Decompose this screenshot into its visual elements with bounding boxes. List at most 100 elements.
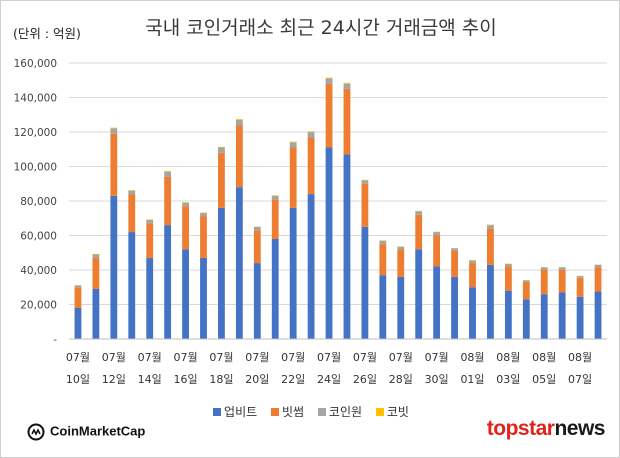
bar-upbit: [164, 225, 172, 339]
x-tick-label-month: 08월: [496, 351, 520, 364]
x-tick-label-month: 08월: [532, 351, 556, 364]
y-tick-label: 120,000: [14, 127, 57, 139]
x-tick-label-month: 07월: [425, 351, 449, 364]
bar-upbit: [594, 291, 602, 339]
bar-bithumb: [289, 147, 297, 208]
x-tick-label-month: 07월: [66, 351, 90, 364]
x-tick-label-month: 07월: [245, 351, 269, 364]
x-tick-label-day: 26일: [353, 372, 377, 386]
bar-upbit: [451, 276, 458, 339]
x-tick-label-month: 07월: [209, 351, 233, 364]
coinmarketcap-brand: CoinMarketCap: [27, 423, 145, 441]
bar-korbit: [128, 190, 136, 191]
bar-upbit: [92, 288, 100, 339]
bar-bithumb: [576, 277, 584, 297]
legend-label-upbit: 업비트: [224, 405, 258, 419]
bar-korbit: [164, 170, 172, 172]
bar-bithumb: [182, 206, 189, 250]
bar-bithumb: [594, 267, 602, 292]
bar-coinone: [325, 78, 333, 84]
bar-upbit: [307, 194, 315, 339]
x-tick-label-day: 10일: [66, 372, 90, 386]
bar-upbit: [182, 249, 189, 339]
unit-label: (단위 : 억원): [13, 26, 81, 41]
y-tick-label: 60,000: [20, 231, 57, 243]
bar-upbit: [235, 187, 243, 339]
bar-upbit: [558, 292, 566, 339]
topstarnews-logo-part1: topstar: [486, 417, 555, 440]
y-tick-label: 160,000: [14, 58, 57, 70]
y-tick-label: 100,000: [14, 162, 57, 174]
bar-coinone: [558, 267, 566, 270]
bar-bithumb: [433, 235, 441, 267]
bar-upbit: [128, 232, 136, 339]
bar-bithumb: [164, 176, 172, 226]
bar-bithumb: [343, 88, 351, 155]
x-tick-label-month: 07월: [138, 351, 162, 364]
chart-title: 국내 코인거래소 최근 24시간 거래금액 추이: [145, 17, 497, 39]
bar-coinone: [235, 119, 243, 126]
bar-coinone: [487, 225, 494, 229]
bar-bithumb: [218, 152, 225, 208]
x-tick-label-month: 07월: [353, 351, 377, 364]
bar-upbit: [218, 207, 225, 339]
x-tick-label-month: 07월: [281, 351, 305, 364]
bar-bithumb: [325, 83, 333, 148]
bar-upbit: [74, 307, 82, 339]
bar-coinone: [128, 190, 136, 195]
x-tick-label-day: 01일: [460, 372, 484, 386]
bar-korbit: [289, 141, 297, 143]
bar-coinone: [182, 202, 189, 207]
bar-korbit: [235, 119, 243, 120]
x-tick-label-day: 05일: [532, 372, 556, 386]
bar-upbit: [325, 147, 333, 339]
bar-coinone: [504, 263, 512, 267]
bar-coinone: [92, 254, 100, 258]
legend-item: 빗썸: [270, 403, 304, 420]
legend-swatch-bithumb: [270, 408, 279, 416]
x-tick-label-day: 30일: [425, 372, 449, 386]
x-tick-label-day: 24일: [317, 372, 341, 386]
bar-upbit: [361, 226, 369, 339]
x-tick-label-day: 03일: [496, 372, 520, 386]
coinmarketcap-text: CoinMarketCap: [50, 423, 146, 439]
bar-bithumb: [110, 133, 118, 196]
bar-bithumb: [200, 216, 207, 258]
bar-bithumb: [397, 249, 405, 277]
bar-upbit: [289, 207, 297, 339]
bar-coinone: [433, 232, 441, 236]
legend-swatch-korbit: [375, 408, 384, 416]
bar-bithumb: [307, 137, 315, 195]
bar-upbit: [487, 264, 494, 339]
bar-korbit: [307, 131, 315, 132]
bar-bithumb: [415, 214, 423, 250]
x-tick-label-month: 08월: [460, 351, 484, 364]
bar-upbit: [415, 249, 423, 339]
bar-bithumb: [558, 270, 566, 293]
bar-bithumb: [235, 125, 243, 188]
x-tick-label-day: 28일: [389, 372, 413, 386]
legend-label-korbit: 코빗: [386, 405, 409, 419]
bar-korbit: [487, 224, 494, 226]
bar-korbit: [182, 202, 189, 203]
legend-item: 업비트: [213, 403, 257, 420]
bar-bithumb: [379, 244, 387, 276]
chart-plot: - 20,000 40,000 60,000 80,000 100,000 120,000 1…: [14, 58, 607, 386]
bar-upbit: [146, 257, 154, 339]
bar-coinone: [271, 195, 279, 200]
bar-upbit: [343, 154, 351, 339]
bar-coinone: [522, 280, 530, 283]
bar-korbit: [343, 82, 351, 84]
bar-upbit: [200, 257, 207, 339]
bar-coinone: [200, 213, 207, 217]
bar-coinone: [164, 171, 172, 177]
bar-bithumb: [92, 257, 100, 289]
bar-upbit: [110, 195, 118, 339]
y-tick-label: -: [53, 334, 57, 346]
y-tick-label: 80,000: [20, 196, 57, 208]
bar-bithumb: [540, 270, 548, 295]
topstarnews-logo-part2: news: [554, 417, 605, 440]
legend-swatch-coinone: [317, 408, 326, 416]
bar-upbit: [504, 290, 512, 339]
